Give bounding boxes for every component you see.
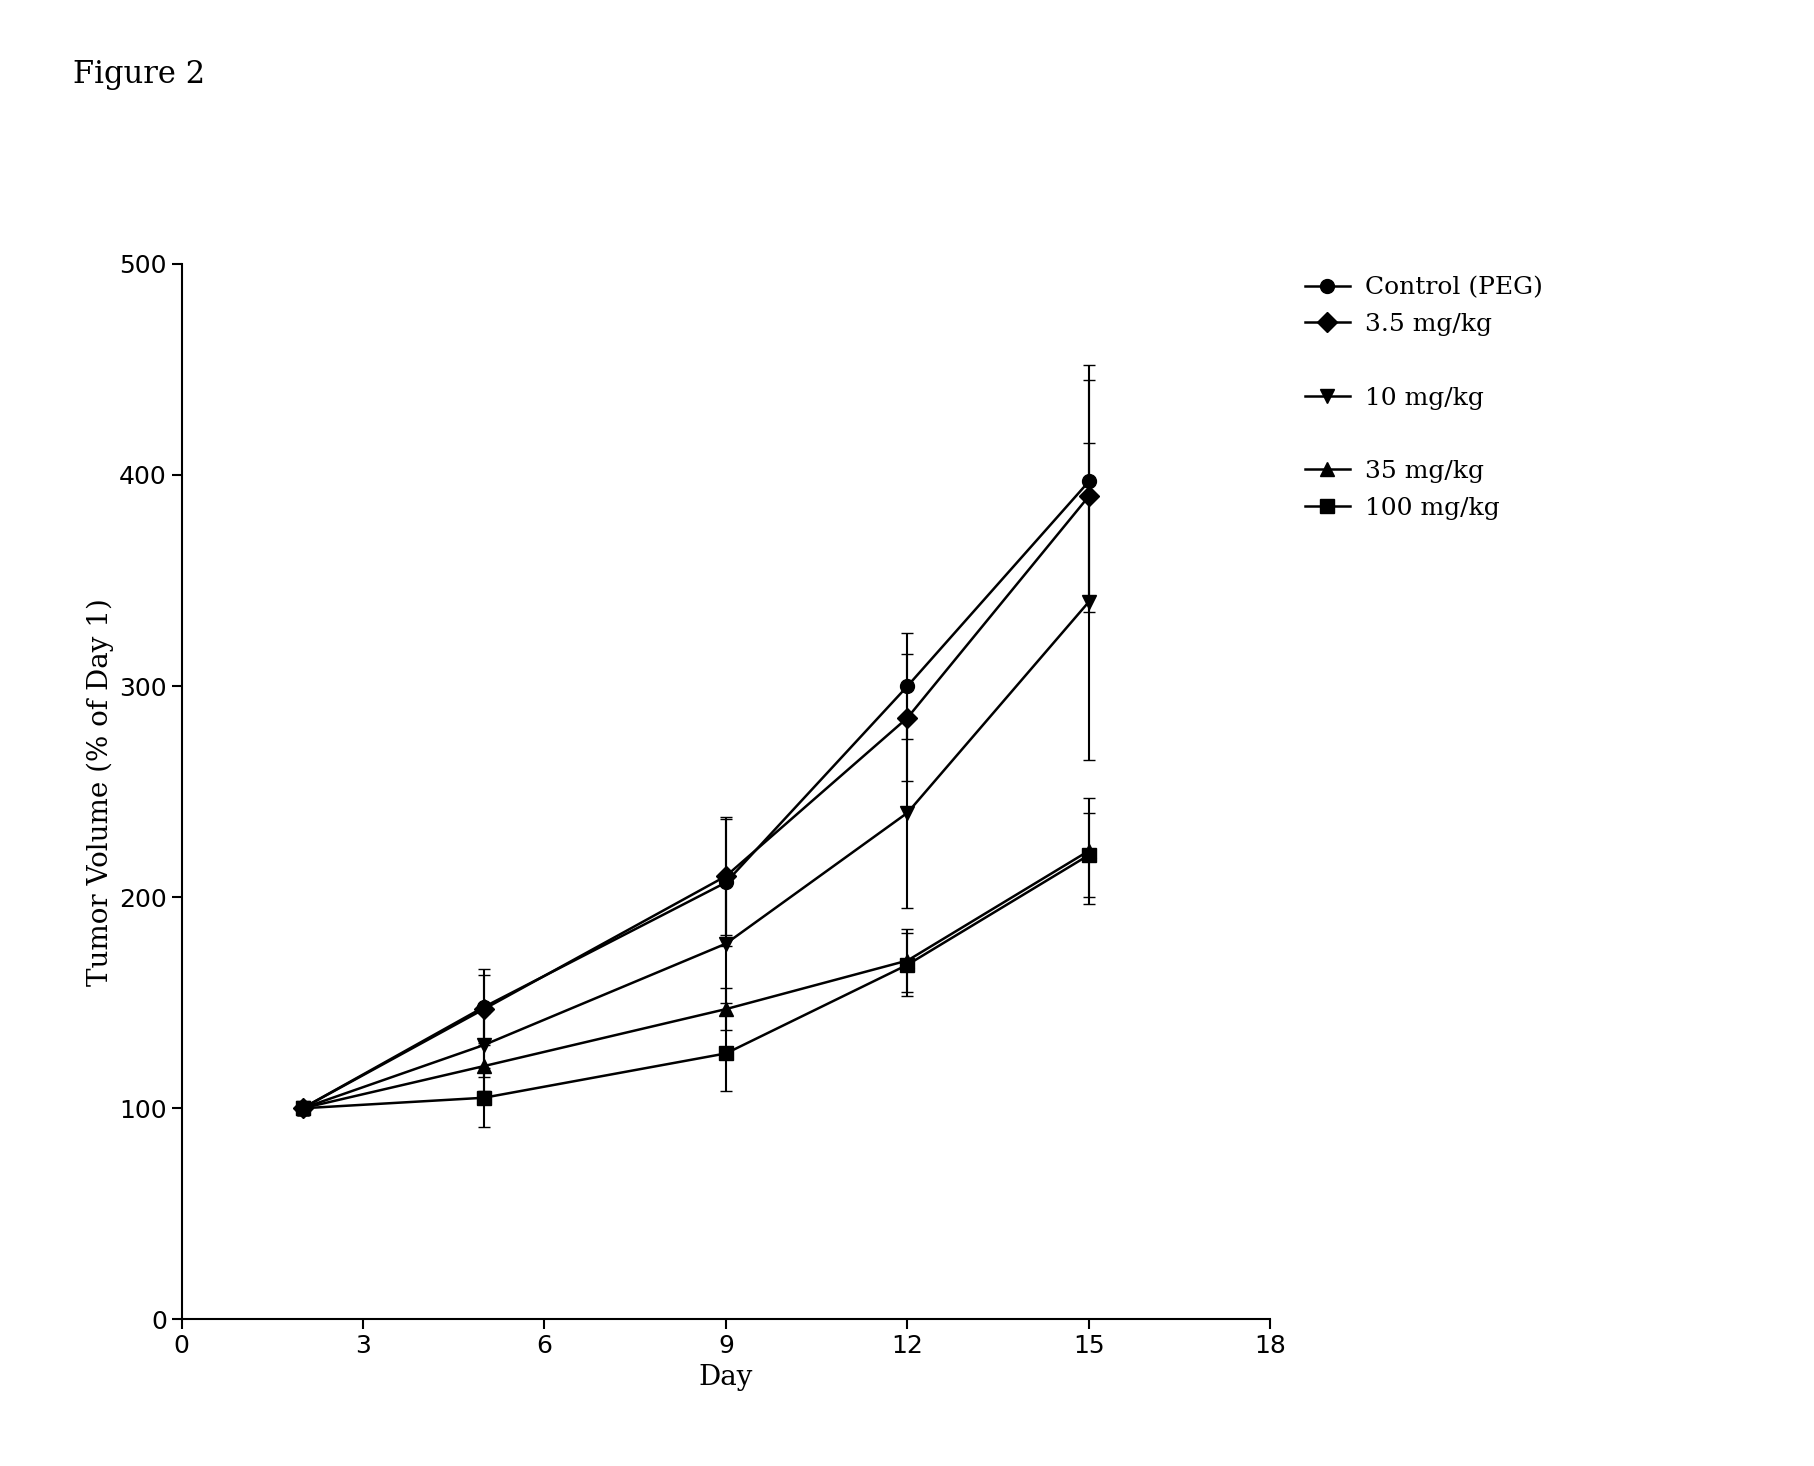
Y-axis label: Tumor Volume (% of Day 1): Tumor Volume (% of Day 1) [87, 598, 114, 985]
Legend: Control (PEG), 3.5 mg/kg, , 10 mg/kg, , 35 mg/kg, 100 mg/kg: Control (PEG), 3.5 mg/kg, , 10 mg/kg, , … [1304, 277, 1542, 520]
X-axis label: Day: Day [698, 1363, 753, 1391]
Text: Figure 2: Figure 2 [73, 59, 205, 89]
